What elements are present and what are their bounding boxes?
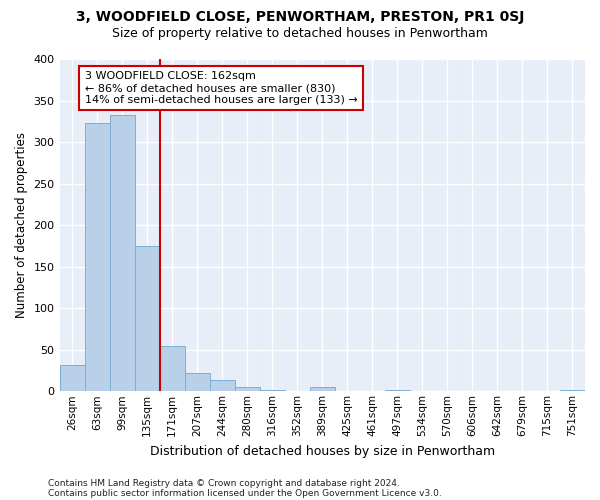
Text: 3, WOODFIELD CLOSE, PENWORTHAM, PRESTON, PR1 0SJ: 3, WOODFIELD CLOSE, PENWORTHAM, PRESTON,… <box>76 10 524 24</box>
Bar <box>385 390 410 392</box>
Bar <box>85 123 110 392</box>
Bar <box>160 346 185 392</box>
Bar <box>59 364 85 392</box>
Text: Contains HM Land Registry data © Crown copyright and database right 2024.: Contains HM Land Registry data © Crown c… <box>48 478 400 488</box>
Bar <box>310 387 335 392</box>
Bar <box>260 390 285 392</box>
Text: Contains public sector information licensed under the Open Government Licence v3: Contains public sector information licen… <box>48 488 442 498</box>
Y-axis label: Number of detached properties: Number of detached properties <box>15 132 28 318</box>
Bar <box>134 246 160 392</box>
Bar <box>185 373 209 392</box>
Text: Size of property relative to detached houses in Penwortham: Size of property relative to detached ho… <box>112 28 488 40</box>
X-axis label: Distribution of detached houses by size in Penwortham: Distribution of detached houses by size … <box>150 444 495 458</box>
Bar <box>110 114 134 392</box>
Bar <box>209 380 235 392</box>
Bar <box>560 390 585 392</box>
Bar <box>235 387 260 392</box>
Text: 3 WOODFIELD CLOSE: 162sqm
← 86% of detached houses are smaller (830)
14% of semi: 3 WOODFIELD CLOSE: 162sqm ← 86% of detac… <box>85 72 358 104</box>
